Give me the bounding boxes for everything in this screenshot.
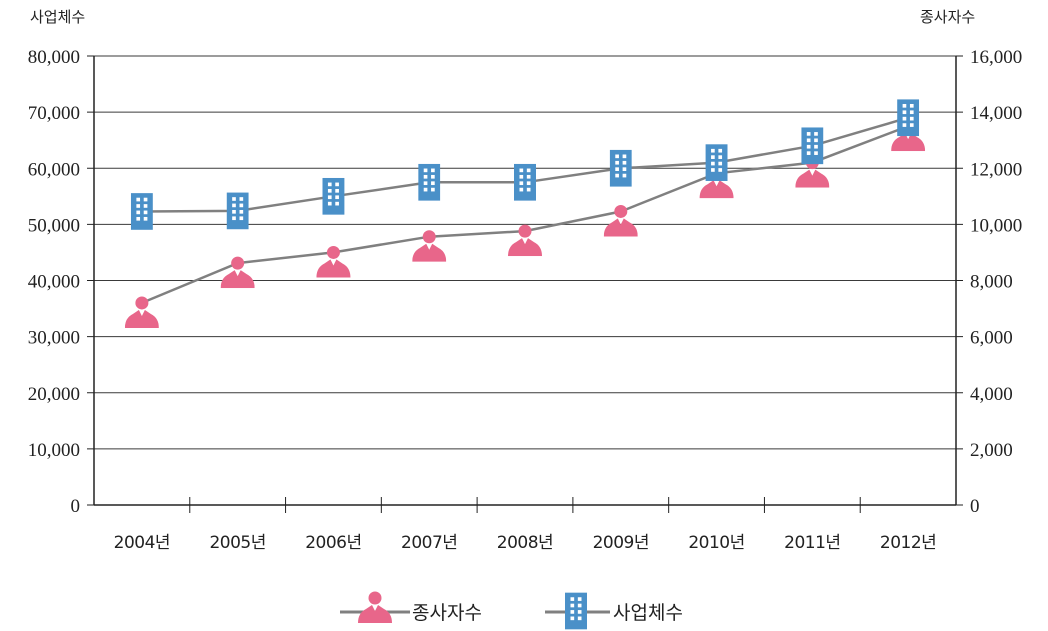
left-axis-title: 사업체수	[30, 8, 85, 26]
building-icon	[322, 177, 345, 215]
right-tick-label: 12,000	[970, 159, 1022, 180]
legend-label-employees: 종사자수	[412, 602, 482, 624]
building-icon	[801, 127, 824, 165]
person-icon	[614, 204, 628, 218]
x-tick-label: 2010년	[688, 533, 744, 553]
series-line	[141, 125, 909, 305]
right-tick-label: 2,000	[970, 440, 1013, 461]
left-tick-label: 70,000	[28, 103, 80, 124]
right-tick-label: 8,000	[970, 272, 1013, 293]
legend-item-businesses: 사업체수	[545, 592, 683, 630]
x-tick-label: 2007년	[401, 533, 457, 553]
legend-label-businesses: 사업체수	[613, 602, 683, 624]
right-tick-label: 6,000	[970, 328, 1013, 349]
person-icon-body	[220, 270, 255, 289]
person-icon	[422, 230, 436, 244]
legend: 종사자수 사업체수	[340, 591, 683, 630]
building-icon	[897, 99, 920, 137]
right-tick-label: 4,000	[970, 384, 1013, 405]
x-tick-label: 2005년	[209, 533, 265, 553]
person-icon-body	[699, 180, 734, 199]
person-icon-body	[124, 309, 159, 328]
left-tick-label: 30,000	[28, 328, 80, 349]
person-icon	[135, 296, 149, 310]
x-tick-label: 2004년	[114, 533, 170, 553]
tick-labels: 0 0 10,000 2,000 20,000 4,000 30,000 6,000 40,00…	[28, 47, 1023, 553]
right-axis-title: 종사자수	[920, 8, 975, 26]
x-tick-label: 2011년	[784, 533, 840, 553]
x-tick-label: 2008년	[497, 533, 553, 553]
right-tick-label: 14,000	[970, 103, 1022, 124]
building-icon	[514, 163, 536, 201]
series-lines	[141, 116, 909, 305]
legend-item-employees: 종사자수	[340, 591, 482, 624]
person-icon-body	[795, 169, 830, 188]
left-tick-label: 10,000	[28, 440, 80, 461]
building-icon	[130, 193, 153, 230]
person-icon-body	[316, 259, 351, 278]
left-tick-label: 50,000	[28, 215, 80, 236]
building-icon	[565, 592, 587, 630]
series-markers	[124, 99, 926, 328]
left-tick-label: 0	[71, 496, 81, 517]
building-icon	[609, 149, 632, 187]
right-tick-label: 0	[970, 496, 980, 517]
person-icon	[518, 224, 532, 238]
building-icon	[705, 144, 728, 181]
x-tick-label: 2006년	[305, 533, 361, 553]
person-icon-body	[603, 218, 638, 237]
person-icon	[358, 591, 392, 623]
left-tick-label: 20,000	[28, 384, 80, 405]
x-tick-label: 2012년	[880, 533, 936, 553]
person-icon-body	[412, 243, 447, 262]
axes	[87, 55, 963, 513]
building-icon	[418, 163, 441, 201]
person-icon	[326, 245, 340, 259]
left-tick-label: 40,000	[28, 272, 80, 293]
x-tick-label: 2009년	[593, 533, 649, 553]
right-tick-label: 16,000	[970, 47, 1022, 68]
building-icon	[226, 192, 249, 230]
left-tick-label: 80,000	[28, 47, 80, 68]
left-tick-label: 60,000	[28, 159, 80, 180]
right-tick-label: 10,000	[970, 215, 1022, 236]
person-icon	[231, 256, 245, 270]
person-icon-body	[508, 238, 542, 257]
